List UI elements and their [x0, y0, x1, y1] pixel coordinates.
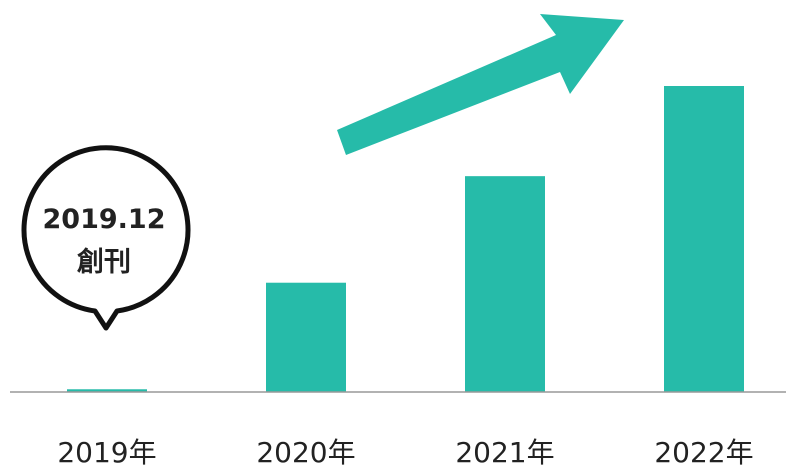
x-tick-labels: 2019年 2020年 2021年 2022年	[57, 436, 753, 466]
bar-1	[266, 282, 346, 392]
x-tick-label: 2019年	[57, 436, 156, 466]
callout-bubble	[21, 145, 191, 331]
callout-launch-label: 創刊	[77, 247, 131, 278]
bar-0	[67, 389, 147, 392]
x-tick-label: 2021年	[455, 436, 554, 466]
bar-3	[664, 86, 744, 392]
x-tick-label: 2022年	[654, 436, 753, 466]
trend-arrow-icon	[337, 14, 624, 155]
bar-2	[465, 176, 545, 392]
bars-group	[67, 86, 744, 392]
callout-date-label: 2019.12	[43, 204, 166, 235]
x-tick-label: 2020年	[256, 436, 355, 466]
callout-annotation: 2019.12 創刊	[21, 145, 191, 331]
